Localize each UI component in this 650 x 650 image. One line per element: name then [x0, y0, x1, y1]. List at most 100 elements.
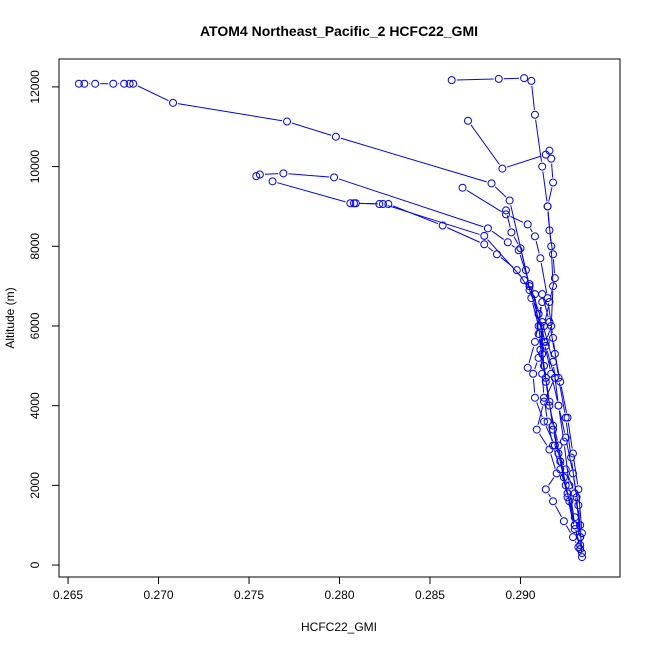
- series-segment: [535, 119, 542, 162]
- series-segment: [559, 410, 566, 433]
- data-point: [550, 373, 559, 382]
- series-segment: [340, 137, 487, 183]
- series-segment: [291, 122, 332, 136]
- data-point: [550, 274, 559, 283]
- data-point: [530, 337, 539, 346]
- data-point: [331, 132, 340, 141]
- data-point: [539, 361, 548, 370]
- data-point: [74, 79, 83, 88]
- data-point: [330, 173, 339, 182]
- series-segment: [542, 298, 549, 318]
- data-point: [255, 170, 264, 179]
- data-point: [549, 282, 558, 291]
- series-segment: [447, 227, 480, 243]
- data-point: [538, 290, 547, 299]
- y-tick-label: 2000: [28, 472, 42, 499]
- series-segment: [567, 422, 573, 449]
- data-point: [549, 333, 558, 342]
- series-segment: [569, 506, 575, 521]
- data-point: [80, 79, 89, 88]
- chart-title: ATOM4 Northeast_Pacific_2 HCFC22_GMI: [200, 23, 478, 39]
- series-segment: [487, 246, 494, 252]
- data-point: [549, 250, 558, 259]
- series-segment: [550, 291, 554, 321]
- data-point: [547, 154, 556, 163]
- series-segment: [511, 244, 515, 248]
- data-point: [252, 172, 261, 181]
- data-point: [109, 79, 118, 88]
- data-point: [543, 294, 552, 303]
- data-point: [539, 393, 548, 402]
- data-point: [169, 98, 178, 107]
- data-point: [568, 469, 577, 478]
- data-point: [536, 254, 545, 263]
- series-segment: [547, 302, 553, 334]
- data-point: [480, 231, 489, 240]
- series-segment: [392, 205, 439, 225]
- data-point: [565, 497, 574, 506]
- data-point: [91, 79, 100, 88]
- data-point: [577, 553, 586, 562]
- data-point: [552, 469, 561, 478]
- data-lines: [89, 77, 583, 553]
- series-segment: [536, 402, 543, 418]
- series-segment: [539, 433, 548, 446]
- data-point: [525, 282, 534, 291]
- data-point: [527, 294, 536, 303]
- series-segment: [544, 346, 551, 370]
- series-segment: [549, 326, 555, 350]
- series-segment: [510, 216, 524, 223]
- y-tick-label: 8000: [28, 233, 42, 260]
- data-points: [74, 74, 586, 562]
- x-tick-label: 0.290: [505, 588, 535, 602]
- data-point: [516, 244, 525, 253]
- series-segment: [550, 454, 556, 469]
- data-point: [351, 199, 360, 208]
- y-tick-label: 6000: [28, 312, 42, 339]
- data-point: [514, 246, 523, 255]
- series-segment: [547, 493, 551, 498]
- series-segment: [521, 253, 526, 266]
- data-point: [538, 162, 547, 171]
- y-axis-label: Altitude (m): [3, 287, 17, 348]
- series-segment: [513, 236, 519, 245]
- data-point: [283, 117, 292, 126]
- data-point: [501, 210, 510, 219]
- x-tick-label: 0.270: [144, 588, 174, 602]
- series-segment: [491, 230, 504, 240]
- x-tick-label: 0.265: [53, 588, 83, 602]
- data-point: [541, 377, 550, 386]
- series-segment: [494, 186, 507, 198]
- series-segment: [546, 330, 551, 338]
- data-point: [545, 226, 554, 235]
- data-point: [549, 425, 558, 434]
- data-point: [549, 421, 558, 430]
- data-point: [545, 317, 554, 326]
- series-segment: [533, 378, 536, 393]
- data-point: [539, 397, 548, 406]
- series-segment: [534, 362, 538, 370]
- data-point: [120, 79, 129, 88]
- data-point: [554, 401, 563, 410]
- data-point: [458, 183, 467, 192]
- data-point: [507, 228, 516, 237]
- data-point: [487, 179, 496, 188]
- data-point: [501, 206, 510, 215]
- data-point: [541, 485, 550, 494]
- series-segment: [466, 189, 502, 213]
- data-point: [554, 441, 563, 450]
- x-axis: 0.265 0.270 0.275 0.280 0.285 0.290: [53, 576, 536, 602]
- data-point: [561, 433, 570, 442]
- data-point: [378, 200, 387, 209]
- series-segment: [530, 294, 538, 310]
- series-segment: [565, 422, 571, 453]
- data-point: [545, 397, 554, 406]
- data-point: [268, 177, 277, 186]
- data-point: [125, 79, 134, 88]
- data-point: [547, 321, 556, 330]
- data-point: [534, 329, 543, 338]
- data-point: [483, 224, 492, 233]
- data-point: [530, 393, 539, 402]
- data-point: [520, 276, 529, 285]
